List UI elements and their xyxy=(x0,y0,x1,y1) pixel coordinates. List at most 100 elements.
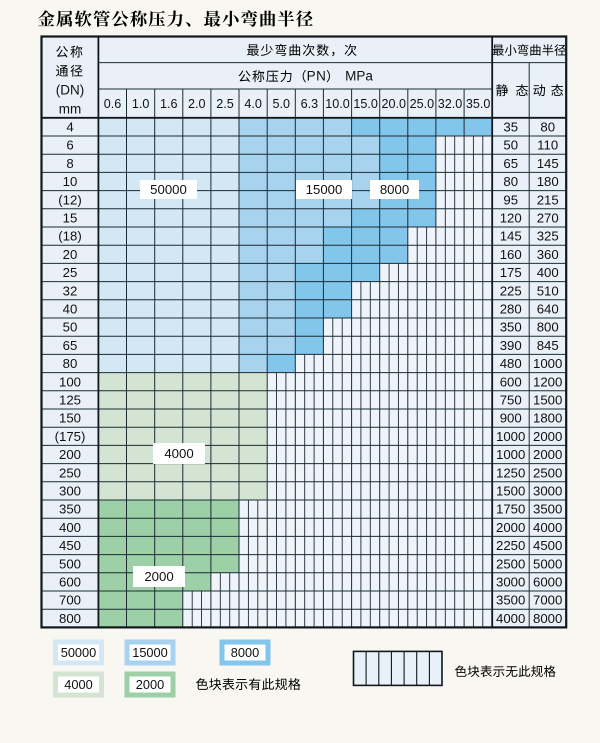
svg-text:480: 480 xyxy=(500,356,522,371)
svg-text:6.3: 6.3 xyxy=(301,97,319,111)
svg-text:750: 750 xyxy=(500,393,522,408)
svg-text:20.0: 20.0 xyxy=(382,97,407,111)
svg-text:2000: 2000 xyxy=(144,569,173,584)
svg-text:(12): (12) xyxy=(58,192,81,207)
svg-text:175: 175 xyxy=(500,265,522,280)
svg-text:65: 65 xyxy=(503,156,518,171)
svg-text:6: 6 xyxy=(66,138,73,153)
svg-text:50: 50 xyxy=(63,320,78,335)
svg-text:2000: 2000 xyxy=(496,520,525,535)
svg-text:25.0: 25.0 xyxy=(410,97,435,111)
svg-text:2500: 2500 xyxy=(496,556,525,571)
svg-text:3500: 3500 xyxy=(533,502,562,517)
svg-text:145: 145 xyxy=(537,156,559,171)
svg-text:270: 270 xyxy=(537,211,559,226)
svg-text:2000: 2000 xyxy=(533,429,562,444)
svg-text:280: 280 xyxy=(500,302,522,317)
svg-text:510: 510 xyxy=(537,283,559,298)
svg-text:145: 145 xyxy=(500,229,522,244)
svg-text:110: 110 xyxy=(537,138,558,153)
svg-text:80: 80 xyxy=(63,356,78,371)
svg-text:4: 4 xyxy=(66,120,73,135)
svg-text:95: 95 xyxy=(503,192,518,207)
svg-text:35: 35 xyxy=(503,120,518,135)
svg-text:25: 25 xyxy=(63,265,78,280)
svg-text:2000: 2000 xyxy=(533,447,562,462)
svg-text:500: 500 xyxy=(59,556,81,571)
svg-text:225: 225 xyxy=(500,283,522,298)
svg-text:1000: 1000 xyxy=(496,429,525,444)
svg-text:325: 325 xyxy=(537,229,559,244)
svg-text:4.0: 4.0 xyxy=(244,97,262,111)
svg-text:1500: 1500 xyxy=(496,484,525,499)
svg-text:600: 600 xyxy=(59,575,81,590)
svg-text:900: 900 xyxy=(500,411,522,426)
svg-text:15: 15 xyxy=(63,211,78,226)
svg-text:1250: 1250 xyxy=(496,465,525,480)
svg-text:640: 640 xyxy=(537,302,559,317)
svg-text:8000: 8000 xyxy=(380,182,409,197)
svg-text:1200: 1200 xyxy=(533,374,562,389)
svg-text:5.0: 5.0 xyxy=(272,97,290,111)
svg-text:32.0: 32.0 xyxy=(438,97,463,111)
svg-text:15000: 15000 xyxy=(132,645,168,660)
svg-text:1500: 1500 xyxy=(533,393,562,408)
svg-text:350: 350 xyxy=(59,502,81,517)
svg-text:450: 450 xyxy=(59,538,81,553)
svg-text:7000: 7000 xyxy=(533,593,562,608)
svg-text:360: 360 xyxy=(537,247,559,262)
svg-text:2500: 2500 xyxy=(533,465,562,480)
svg-text:0.6: 0.6 xyxy=(104,97,122,111)
svg-text:80: 80 xyxy=(503,174,518,189)
svg-text:1750: 1750 xyxy=(496,502,525,517)
svg-text:400: 400 xyxy=(537,265,559,280)
svg-text:(175): (175) xyxy=(55,429,86,444)
svg-text:8000: 8000 xyxy=(533,611,562,626)
svg-text:1.0: 1.0 xyxy=(132,97,150,111)
svg-text:400: 400 xyxy=(59,520,81,535)
svg-text:1800: 1800 xyxy=(533,411,562,426)
svg-text:8: 8 xyxy=(66,156,73,171)
svg-text:(DN): (DN) xyxy=(56,83,85,98)
svg-text:4000: 4000 xyxy=(533,520,562,535)
svg-text:150: 150 xyxy=(59,411,81,426)
svg-text:mm: mm xyxy=(59,102,82,117)
svg-text:15.0: 15.0 xyxy=(353,97,378,111)
svg-text:2000: 2000 xyxy=(136,677,164,692)
svg-text:3000: 3000 xyxy=(496,575,525,590)
svg-text:2250: 2250 xyxy=(496,538,525,553)
svg-text:1.6: 1.6 xyxy=(160,97,178,111)
svg-text:2.5: 2.5 xyxy=(216,97,234,111)
svg-text:15000: 15000 xyxy=(306,182,343,197)
svg-text:(18): (18) xyxy=(58,229,81,244)
svg-text:100: 100 xyxy=(59,374,81,389)
svg-text:180: 180 xyxy=(537,174,559,189)
svg-text:10: 10 xyxy=(63,174,78,189)
svg-text:35.0: 35.0 xyxy=(466,97,491,111)
svg-text:250: 250 xyxy=(59,465,81,480)
svg-text:800: 800 xyxy=(59,611,81,626)
svg-text:5000: 5000 xyxy=(533,556,562,571)
svg-text:700: 700 xyxy=(59,593,81,608)
svg-text:10.0: 10.0 xyxy=(325,97,350,111)
svg-text:50000: 50000 xyxy=(61,645,97,660)
svg-text:160: 160 xyxy=(500,247,522,262)
svg-text:4000: 4000 xyxy=(164,446,193,461)
svg-text:80: 80 xyxy=(540,120,555,135)
svg-text:350: 350 xyxy=(500,320,522,335)
svg-text:300: 300 xyxy=(59,484,81,499)
svg-text:3500: 3500 xyxy=(496,593,525,608)
svg-text:4500: 4500 xyxy=(533,538,562,553)
svg-text:390: 390 xyxy=(500,338,522,353)
svg-text:800: 800 xyxy=(537,320,559,335)
svg-text:50: 50 xyxy=(503,138,518,153)
svg-text:65: 65 xyxy=(63,338,78,353)
svg-text:MPa: MPa xyxy=(345,69,373,84)
svg-text:6000: 6000 xyxy=(533,575,562,590)
svg-text:120: 120 xyxy=(500,211,522,226)
svg-text:2.0: 2.0 xyxy=(188,97,206,111)
svg-text:4000: 4000 xyxy=(64,677,92,692)
svg-text:4000: 4000 xyxy=(496,611,525,626)
svg-text:600: 600 xyxy=(500,374,522,389)
svg-text:8000: 8000 xyxy=(231,645,259,660)
